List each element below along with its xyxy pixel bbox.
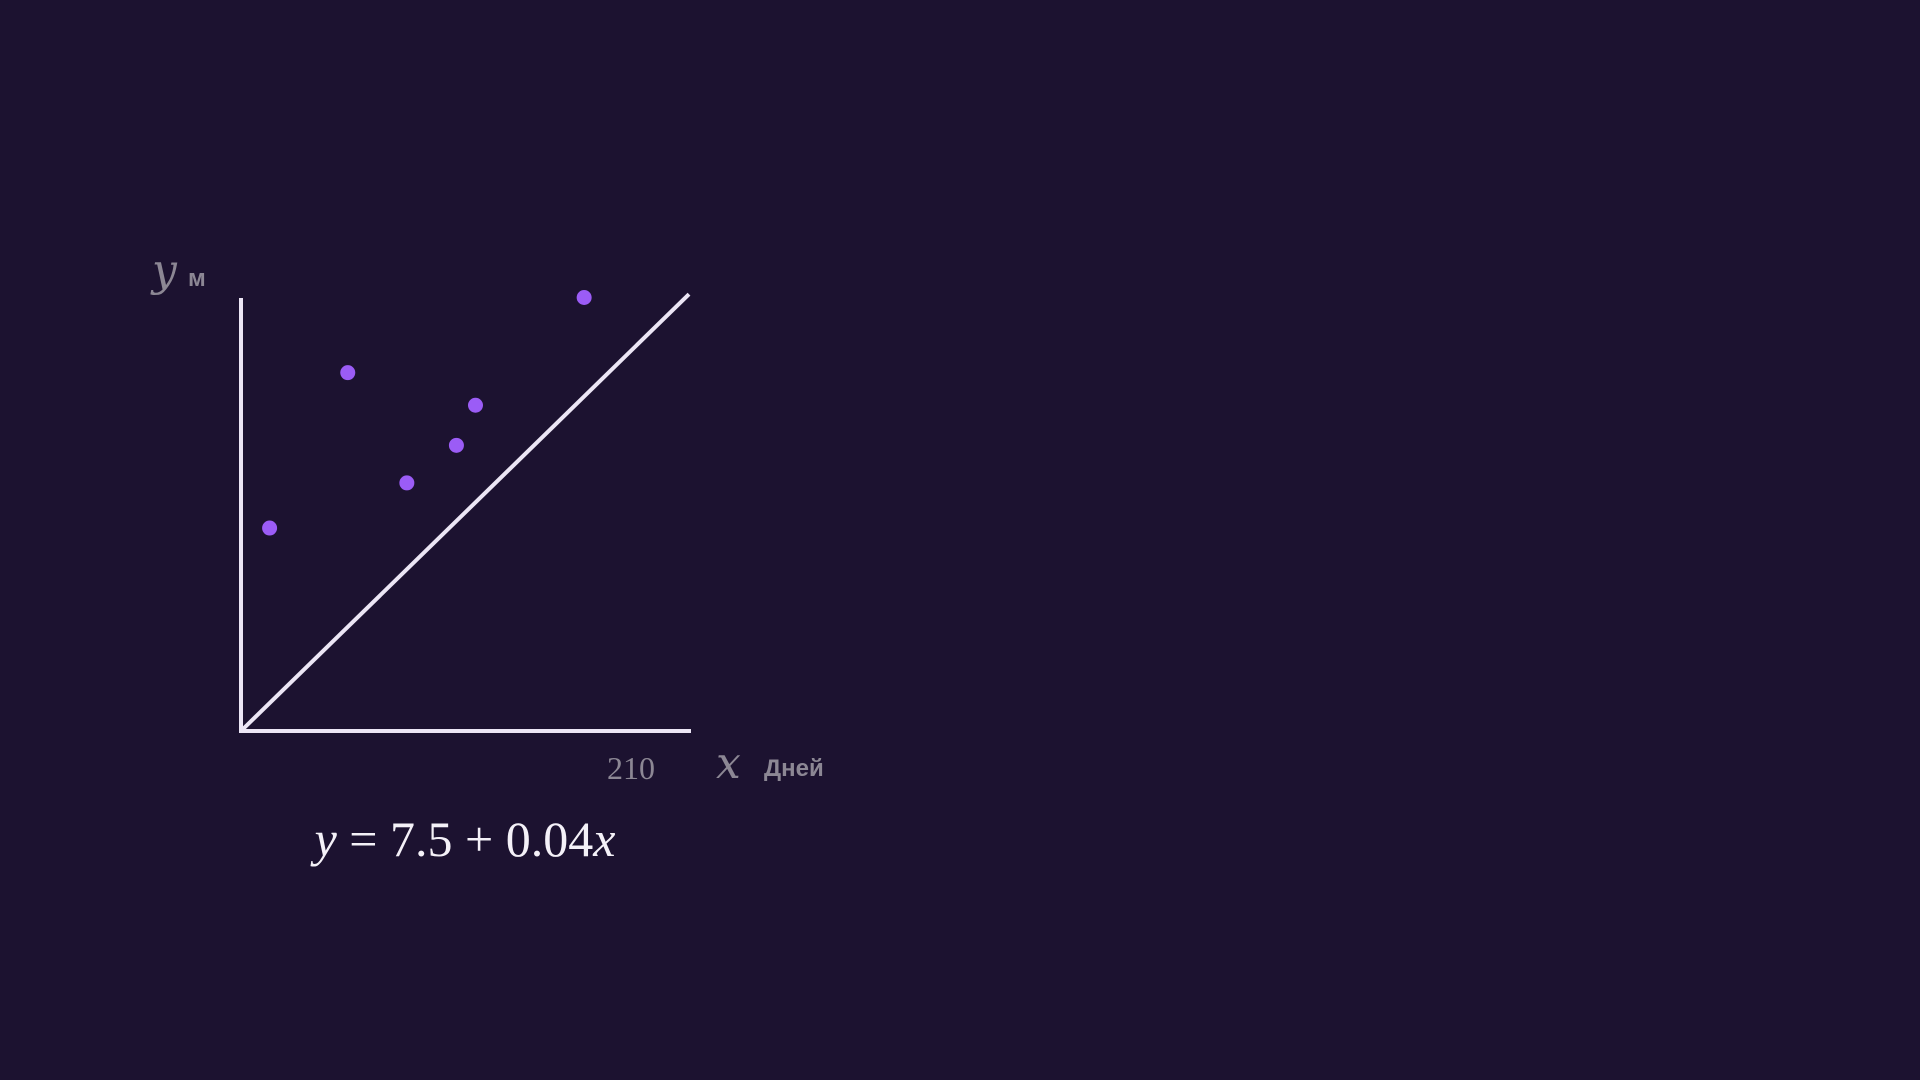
equation-lhs: y [310,811,338,867]
y-axis-label: y [150,245,178,296]
points-layer [262,289,592,536]
data-point-3 [399,475,415,491]
x-axis-label: x [716,738,741,789]
data-point-4 [448,437,464,453]
data-point-6 [576,289,592,305]
equation-plus: + [453,811,506,867]
x-tick-label: 210 [607,750,655,786]
x-axis-unit: Дней [764,755,824,782]
data-point-1 [262,520,278,536]
data-point-2 [340,365,356,381]
equation-variable: x [592,811,615,867]
regression-line [239,292,691,733]
fit-line-layer [239,292,691,733]
equation-equals: = [337,811,390,867]
axes-layer [239,298,691,733]
regression-equation: y = 7.5 + 0.04x [310,811,616,867]
data-point-5 [467,397,483,413]
equation-coefficient: 0.04 [506,811,594,867]
equation-constant: 7.5 [390,811,453,867]
y-axis-unit: м [188,265,206,292]
